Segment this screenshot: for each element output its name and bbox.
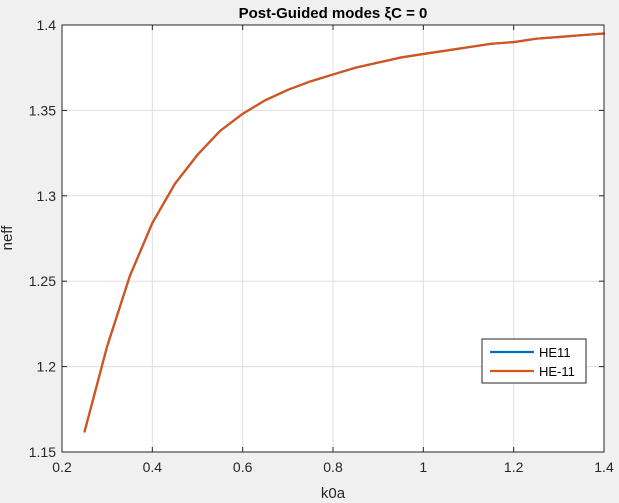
- y-tick-label: 1.35: [29, 102, 56, 118]
- x-tick-label: 0.8: [323, 459, 343, 475]
- y-tick-label: 1.25: [29, 273, 56, 289]
- legend: HE11 HE-11: [481, 338, 587, 384]
- x-axis-label: k0a: [321, 485, 346, 502]
- y-tick-label: 1.2: [37, 359, 57, 375]
- legend-entry-label: HE-11: [539, 364, 575, 379]
- series-lines: [83, 32, 606, 433]
- y-tick-label: 1.4: [37, 17, 57, 33]
- chart-title: Post-Guided modes ξC = 0: [239, 5, 428, 22]
- x-tick-label: 1.2: [504, 459, 524, 475]
- x-tick-label: 0.6: [233, 459, 253, 475]
- axis-ticks: 0.2 0.4 0.6 0.8 1 1.2 1.4 1.15 1.2 1.25 1.3 1.35 1.4: [29, 17, 614, 475]
- y-tick-label: 1.3: [37, 188, 57, 204]
- x-tick-label: 0.4: [143, 459, 163, 475]
- x-tick-label: 1: [419, 459, 427, 475]
- legend-box: [481, 338, 587, 384]
- x-tick-label: 1.4: [594, 459, 614, 475]
- x-tick-label: 0.2: [52, 459, 72, 475]
- series-line: [83, 32, 606, 433]
- y-axis-label: neff: [0, 225, 16, 251]
- legend-entry-label: HE11: [539, 345, 571, 360]
- y-tick-label: 1.15: [29, 444, 56, 460]
